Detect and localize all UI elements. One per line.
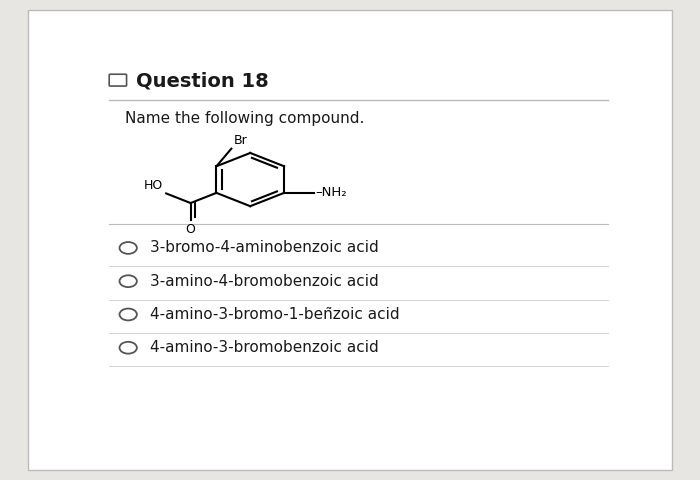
Text: –NH₂: –NH₂ [315,186,346,199]
Text: 4-amino-3-bromobenzoic acid: 4-amino-3-bromobenzoic acid [150,340,379,355]
Text: 3-bromo-4-aminobenzoic acid: 3-bromo-4-aminobenzoic acid [150,240,379,255]
FancyBboxPatch shape [109,74,127,86]
Text: Name the following compound.: Name the following compound. [125,111,365,126]
Text: Br: Br [234,134,247,147]
Text: O: O [186,223,195,236]
Text: Question 18: Question 18 [136,71,269,90]
Text: 4-amino-3-bromo-1-beñzoic acid: 4-amino-3-bromo-1-beñzoic acid [150,307,400,322]
FancyBboxPatch shape [28,10,672,470]
Text: 3-amino-4-bromobenzoic acid: 3-amino-4-bromobenzoic acid [150,274,379,288]
Text: HO: HO [144,179,163,192]
